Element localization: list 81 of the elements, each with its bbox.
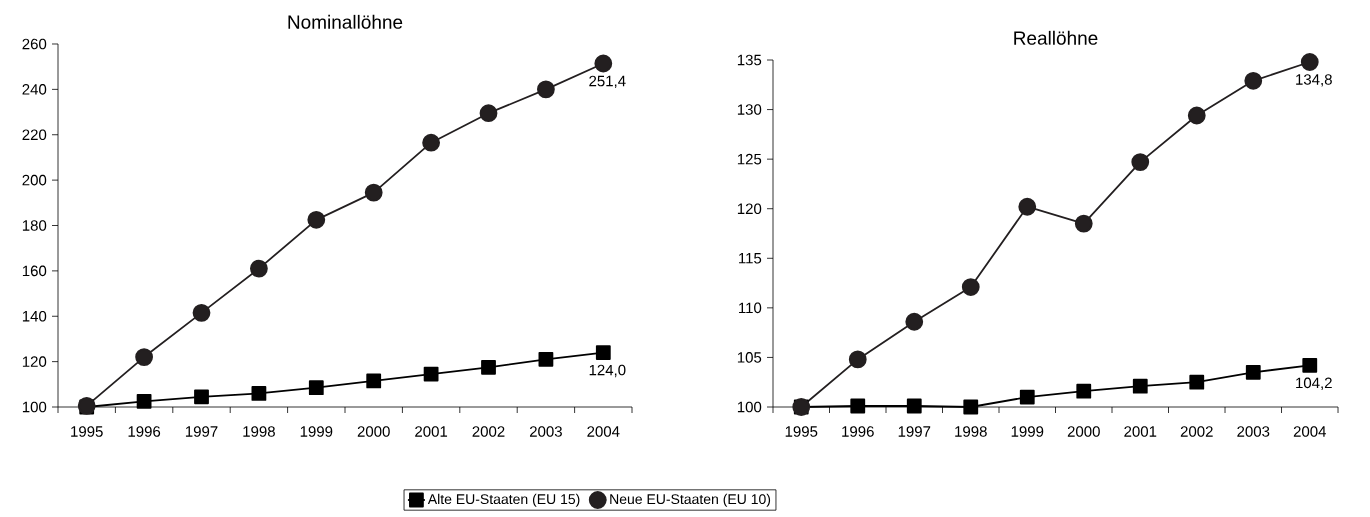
data-label: 124,0 — [589, 364, 626, 378]
point — [422, 133, 441, 152]
point — [308, 380, 324, 396]
point — [594, 54, 613, 73]
point — [963, 399, 979, 415]
y-tick-label: 130 — [737, 104, 762, 115]
x-tick-label: 1998 — [955, 426, 987, 437]
x-tick-label: 1999 — [1011, 426, 1044, 437]
y-tick-label: 240 — [22, 84, 47, 95]
x-tick-label: 2000 — [1067, 426, 1100, 437]
x-tick-label: 1995 — [785, 426, 818, 437]
data-label: 134,8 — [1296, 74, 1332, 87]
point — [1074, 214, 1093, 233]
point — [1131, 153, 1150, 172]
point — [1300, 53, 1319, 71]
y-tick-label: 220 — [22, 129, 47, 141]
y-tick-label: 180 — [22, 220, 47, 231]
point — [423, 366, 439, 382]
point — [595, 345, 611, 360]
point — [307, 210, 326, 229]
point — [192, 303, 211, 322]
y-tick-label: 110 — [739, 302, 762, 314]
legend-label: Neue EU-Staaten (EU 10) — [610, 493, 771, 507]
y-tick-label: 115 — [739, 253, 762, 264]
x-tick-label: 2004 — [1293, 426, 1327, 437]
x-tick-label: 2002 — [472, 426, 505, 437]
y-tick-label: 125 — [737, 153, 762, 165]
x-tick-label: 1999 — [300, 426, 333, 437]
chart-title: Nominallöhne — [288, 14, 403, 29]
y-tick-label: 160 — [22, 265, 47, 277]
legend-label: Alte EU-Staaten (EU 15) — [427, 493, 580, 507]
x-tick-label: 1997 — [185, 426, 218, 437]
x-tick-label: 2000 — [357, 426, 390, 437]
point — [481, 359, 496, 375]
y-tick-label: 120 — [737, 203, 762, 215]
point — [1018, 197, 1037, 216]
point — [961, 278, 980, 296]
x-tick-label: 1996 — [128, 426, 161, 437]
x-tick-label: 2004 — [587, 426, 620, 437]
point — [1076, 383, 1092, 399]
y-tick-label: 135 — [737, 54, 762, 66]
point — [848, 350, 867, 369]
x-tick-label: 2003 — [1237, 426, 1270, 437]
chart-title: Reallöhne — [1014, 30, 1098, 45]
point — [1245, 364, 1261, 380]
data-label: 251,4 — [589, 75, 626, 89]
point — [136, 393, 152, 409]
x-tick-label: 2001 — [1124, 426, 1157, 437]
y-tick-label: 100 — [737, 401, 762, 413]
y-tick-label: 200 — [22, 174, 47, 186]
point — [1302, 357, 1318, 373]
y-tick-label: 105 — [737, 352, 762, 363]
x-tick-label: 1997 — [898, 426, 931, 437]
x-tick-label: 1998 — [243, 426, 275, 437]
x-tick-label: 2002 — [1180, 426, 1213, 437]
point — [479, 104, 498, 123]
point — [537, 80, 555, 99]
x-tick-label: 1996 — [842, 426, 874, 437]
point — [250, 259, 268, 278]
point — [364, 183, 383, 202]
x-tick-label: 2001 — [415, 426, 448, 437]
point — [366, 373, 382, 389]
point — [251, 385, 267, 401]
point — [135, 348, 153, 366]
point — [1244, 71, 1263, 90]
y-tick-label: 120 — [22, 356, 47, 367]
point — [850, 398, 866, 414]
point — [194, 389, 209, 405]
point — [538, 351, 554, 367]
point — [906, 398, 922, 414]
point — [905, 312, 924, 331]
x-tick-label: 1995 — [71, 426, 103, 437]
x-tick-label: 2003 — [529, 426, 562, 437]
point — [1187, 106, 1206, 125]
y-tick-label: 100 — [22, 401, 47, 413]
point — [1019, 389, 1035, 405]
y-tick-label: 140 — [22, 310, 47, 322]
point — [1189, 374, 1205, 390]
point — [1132, 378, 1148, 394]
data-label: 104,2 — [1296, 377, 1332, 390]
y-tick-label: 260 — [22, 38, 47, 50]
